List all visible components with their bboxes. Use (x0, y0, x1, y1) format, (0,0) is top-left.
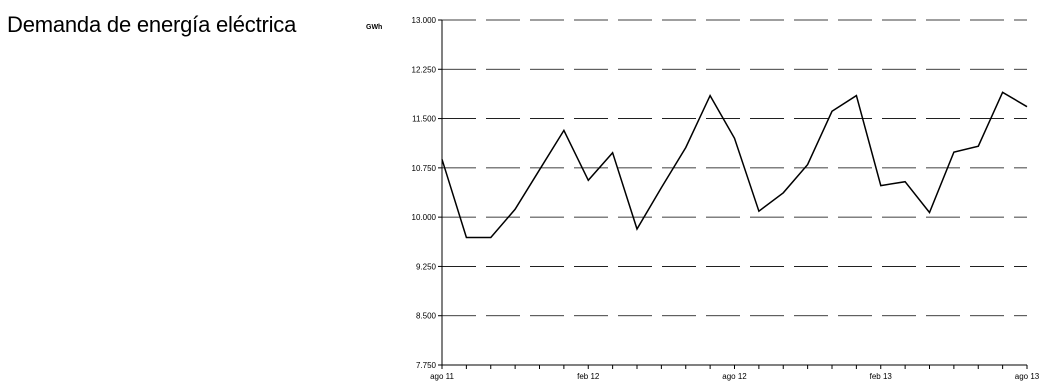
x-tick-label-1: feb 12 (577, 372, 600, 381)
series-line (441, 91, 1028, 239)
y-tick-label-5: 11.500 (412, 115, 436, 124)
y-tick-label-6: 12.250 (412, 65, 437, 74)
x-tick-label-4: ago 13 (1015, 372, 1040, 381)
x-tick-label-0: ago 11 (430, 372, 454, 381)
unit-label: GWh (366, 24, 383, 31)
x-tick-label-2: ago 12 (722, 372, 747, 381)
x-tick-label-3: feb 13 (870, 372, 893, 381)
chart-title: Demanda de energía eléctrica (7, 12, 297, 37)
y-tick-label-4: 10.750 (412, 164, 437, 173)
y-tick-label-3: 10.000 (412, 213, 437, 222)
y-tick-label-7: 13.000 (412, 16, 437, 25)
y-tick-label-0: 7.750 (416, 361, 437, 370)
y-tick-label-2: 9.250 (416, 262, 437, 271)
y-tick-label-1: 8.500 (416, 312, 437, 321)
